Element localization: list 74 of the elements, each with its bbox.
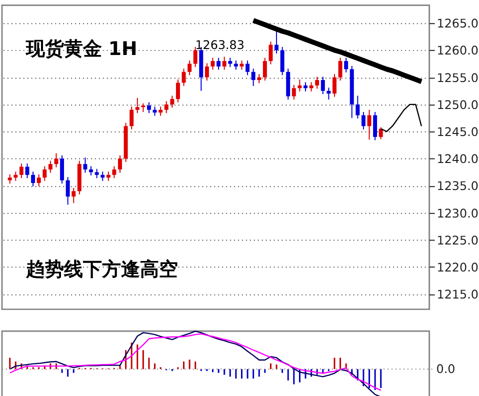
y-tick-label: 1240.0 [436,152,478,166]
candlestick [60,154,64,184]
candlestick [89,166,93,176]
candlestick [228,57,232,68]
candlestick [158,106,163,116]
candlestick [378,126,383,140]
candlestick [326,87,331,100]
candlestick [240,60,244,70]
candlestick [170,95,174,108]
candlestick [315,76,320,90]
candlestick [188,60,192,76]
candlestick [100,171,105,182]
candlestick [332,74,336,98]
candlestick [146,102,151,114]
line-series [250,18,424,84]
y-tick-label: 1225.0 [436,233,478,248]
candlestick [112,166,116,179]
candlestick [54,152,58,168]
candlestick [210,57,215,70]
candlestick [106,171,110,182]
candlestick [182,68,186,86]
candlestick [338,57,342,82]
y-tick-label: 1255.0 [436,70,478,85]
y-tick-label: 1265.0 [436,16,478,31]
candlestick [8,174,12,184]
annotation: 1263.83 [195,38,244,52]
candlestick [130,106,134,130]
candlestick [373,112,378,141]
candlestick [222,56,226,70]
candlestick [94,168,99,179]
candlestick [135,97,140,114]
y-tick-label: 1215.0 [436,288,478,302]
candlestick [367,109,372,140]
candlestick [274,28,279,54]
candlestick [344,57,348,73]
candlestick [14,171,18,182]
candlestick [280,46,284,76]
y-tick-label: 1235.0 [436,179,478,194]
candlestick [251,68,256,86]
candlestick [216,57,221,70]
candlestick [48,160,52,174]
candlestick [36,174,41,187]
candlestick [204,62,209,82]
candlestick [320,76,325,95]
candlestick [246,60,250,76]
candlestick [118,154,122,174]
candlestick [42,166,47,182]
y-tick-label: 1245.0 [436,124,478,139]
candlestick [304,82,308,92]
candlestick [152,106,157,116]
candlestick [268,41,273,65]
candlestick [234,60,238,70]
candlestick [176,78,180,103]
candlestick [292,84,296,100]
candlestick [356,95,360,120]
candlestick [298,78,302,92]
candlestick [309,82,314,92]
candlestick [361,112,366,130]
y-tick-label: 1230.0 [436,206,478,220]
y-tick-label: 1250.0 [436,98,478,112]
candlestick [31,171,36,187]
candlestick [19,163,24,179]
ref-line-label: 0.0 [436,362,456,376]
candlestick [72,187,76,204]
candlestick [257,74,262,84]
y-tick-label: 1220.0 [436,260,478,275]
annotation: 趋势线下方逢高空 [24,258,178,281]
candlestick [83,157,88,174]
candlestick [164,100,168,114]
text: 现货黄金 1H [24,38,138,60]
candlestick [262,57,267,82]
candlestick [66,176,70,206]
candlestick [193,46,198,68]
y-tick-label: 1260.0 [436,44,478,58]
